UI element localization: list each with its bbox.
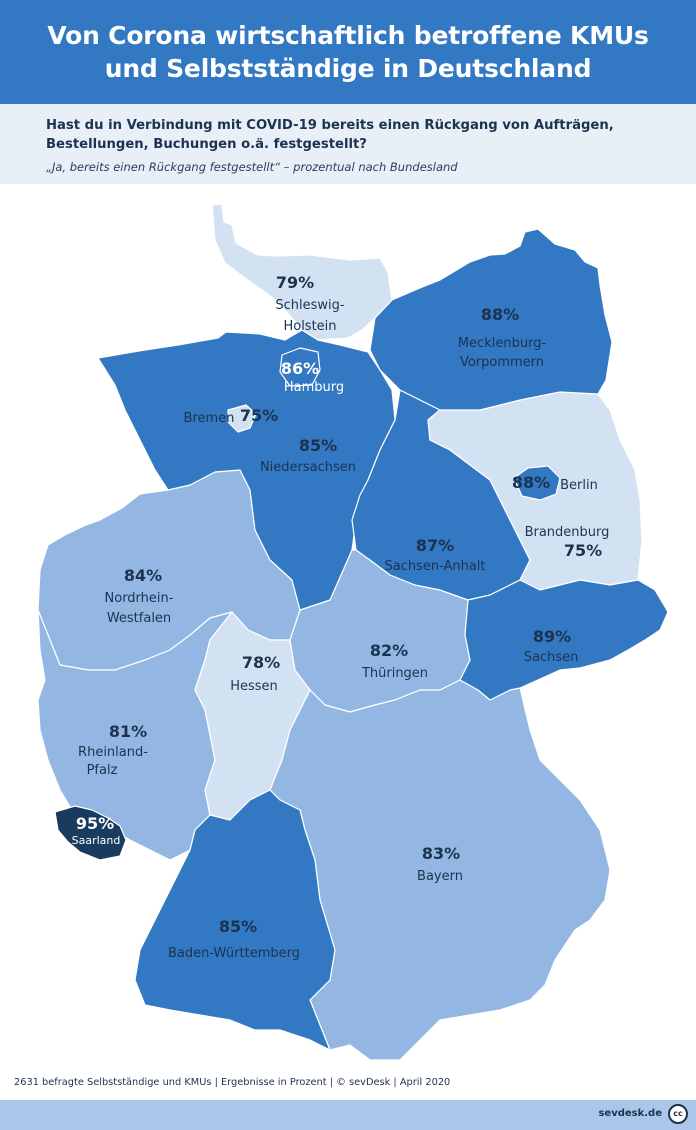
- percent-label-bayern: 83%: [422, 844, 460, 863]
- state-name-label-bayern: Bayern: [417, 869, 463, 884]
- state-name-label-nordrhein-westfalen: Nordrhein-: [105, 591, 174, 606]
- state-name-label-baden-wuerttemberg: Baden-Württemberg: [168, 946, 300, 961]
- footer-note: 2631 befragte Selbstständige und KMUs | …: [14, 1077, 451, 1088]
- percent-label-hamburg: 86%: [281, 359, 319, 378]
- state-saarland: [54, 805, 127, 861]
- state-name-label-nordrhein-westfalen: Westfalen: [107, 611, 171, 626]
- state-bremen: [227, 404, 257, 433]
- percent-label-sachsen-anhalt: 87%: [416, 536, 454, 555]
- state-name-label-mecklenburg-vorpommern: Vorpommern: [460, 355, 544, 370]
- state-name-label-hamburg: Hamburg: [284, 380, 344, 395]
- percent-label-saarland: 95%: [76, 814, 114, 833]
- germany-map: 79% Schleswig- Holstein 88% Mecklenburg- Vorp…: [37, 203, 669, 1061]
- state-hamburg: [279, 347, 321, 387]
- footer-bar: sevdesk.de cc: [0, 1100, 696, 1130]
- state-name-label-schleswig-holstein: Holstein: [283, 319, 336, 334]
- percent-label-brandenburg: 75%: [564, 541, 602, 560]
- state-name-label-bremen: Bremen: [184, 411, 235, 426]
- percent-label-nordrhein-westfalen: 84%: [124, 566, 162, 585]
- state-name-label-sachsen: Sachsen: [524, 650, 579, 665]
- state-name-label-mecklenburg-vorpommern: Mecklenburg-: [458, 336, 547, 351]
- state-name-label-schleswig-holstein: Schleswig-: [275, 298, 345, 313]
- question-subtitle: „Ja, bereits einen Rückgang festgestellt…: [46, 160, 458, 174]
- state-name-label-brandenburg: Brandenburg: [525, 525, 610, 540]
- state-name-label-rheinland-pfalz: Rheinland-: [78, 745, 148, 760]
- state-berlin: [513, 465, 561, 501]
- percent-label-sachsen: 89%: [533, 627, 571, 646]
- state-name-label-saarland: Saarland: [72, 834, 121, 847]
- state-labels: 79% Schleswig- Holstein 88% Mecklenburg- Vorp…: [72, 273, 610, 961]
- percent-label-niedersachsen: 85%: [299, 436, 337, 455]
- state-schleswig-holstein: [211, 203, 393, 341]
- percent-label-bremen: 75%: [240, 406, 278, 425]
- state-name-label-berlin: Berlin: [560, 478, 598, 493]
- state-regions: [37, 203, 669, 1061]
- brand-link[interactable]: sevdesk.de: [598, 1108, 662, 1119]
- percent-label-mecklenburg-vorpommern: 88%: [481, 305, 519, 324]
- state-name-label-niedersachsen: Niedersachsen: [260, 460, 356, 475]
- state-name-label-rheinland-pfalz: Pfalz: [87, 763, 118, 778]
- percent-label-hessen: 78%: [242, 653, 280, 672]
- state-name-label-hessen: Hessen: [230, 679, 278, 694]
- title-line-2: und Selbstständige in Deutschland: [104, 54, 592, 83]
- percent-label-schleswig-holstein: 79%: [276, 273, 314, 292]
- state-name-label-thueringen: Thüringen: [361, 666, 428, 681]
- percent-label-berlin: 88%: [512, 473, 550, 492]
- percent-label-thueringen: 82%: [370, 641, 408, 660]
- state-name-label-sachsen-anhalt: Sachsen-Anhalt: [384, 559, 485, 574]
- title-line-1: Von Corona wirtschaftlich betroffene KMU…: [47, 21, 649, 50]
- question-text: Hast du in Verbindung mit COVID-19 berei…: [46, 118, 614, 152]
- cc-license-icon: cc: [668, 1104, 688, 1124]
- state-baden-wuerttemberg: [134, 789, 336, 1051]
- state-sachsen: [459, 579, 669, 701]
- header-banner: Von Corona wirtschaftlich betroffene KMU…: [0, 0, 696, 104]
- state-mecklenburg-vorpommern: [369, 228, 613, 411]
- percent-label-rheinland-pfalz: 81%: [109, 722, 147, 741]
- percent-label-baden-wuerttemberg: 85%: [219, 917, 257, 936]
- question-box: Hast du in Verbindung mit COVID-19 berei…: [0, 104, 696, 184]
